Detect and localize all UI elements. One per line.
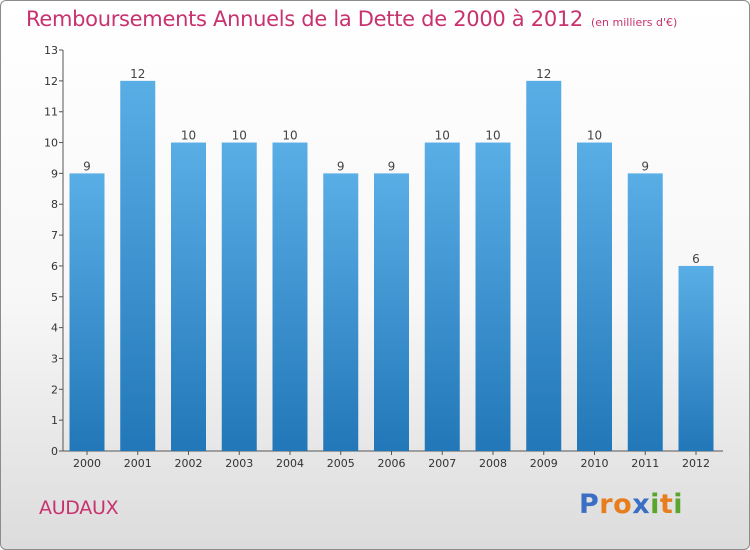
bar bbox=[69, 173, 105, 451]
chart-unit: (en milliers d'€) bbox=[591, 16, 678, 29]
x-tick-label: 2002 bbox=[175, 457, 203, 470]
y-tick-label: 10 bbox=[44, 137, 58, 150]
bar bbox=[272, 142, 308, 452]
bar bbox=[221, 142, 257, 452]
x-tick-label: 2005 bbox=[327, 457, 355, 470]
x-tick-label: 2007 bbox=[428, 457, 456, 470]
bar bbox=[678, 265, 714, 451]
chart-title-wrap: Remboursements Annuels de la Dette de 20… bbox=[26, 7, 677, 31]
logo-letter: t bbox=[659, 489, 674, 520]
data-label: 10 bbox=[282, 129, 297, 143]
x-tick-label: 2012 bbox=[682, 457, 710, 470]
y-tick-label: 3 bbox=[51, 352, 58, 365]
x-tick-label: 2003 bbox=[225, 457, 253, 470]
y-tick-label: 13 bbox=[44, 44, 58, 57]
bar bbox=[577, 142, 612, 452]
data-label: 10 bbox=[587, 129, 602, 143]
y-tick-label: 8 bbox=[51, 198, 58, 211]
proxiti-logo: Proxiti bbox=[579, 489, 683, 520]
x-tick-label: 2000 bbox=[73, 457, 101, 470]
x-tick-label: 2006 bbox=[378, 457, 406, 470]
y-tick-label: 9 bbox=[51, 167, 58, 180]
data-label: 10 bbox=[232, 129, 247, 143]
bar bbox=[120, 80, 156, 451]
data-label: 10 bbox=[435, 129, 450, 143]
bar bbox=[323, 173, 359, 451]
labels: 2000 9 2001 12 2002 10 2003 10 2004 10 2005 9 2006 9 2… bbox=[73, 67, 710, 470]
y-tick-label: 11 bbox=[44, 106, 58, 119]
bar bbox=[171, 142, 206, 452]
bar bbox=[526, 80, 562, 451]
logo-letter: i bbox=[650, 489, 660, 520]
data-label: 6 bbox=[692, 252, 700, 266]
logo-letter: o bbox=[613, 489, 633, 520]
x-tick-label: 2001 bbox=[124, 457, 152, 470]
data-label: 12 bbox=[536, 67, 551, 81]
data-label: 9 bbox=[83, 159, 91, 173]
y-tick-label: 1 bbox=[51, 414, 58, 427]
bar bbox=[424, 142, 460, 452]
x-tick-label: 2011 bbox=[631, 457, 659, 470]
data-label: 10 bbox=[485, 129, 500, 143]
y-tick-label: 2 bbox=[51, 383, 58, 396]
x-tick-label: 2010 bbox=[581, 457, 609, 470]
y-tick-label: 12 bbox=[44, 75, 58, 88]
bar bbox=[627, 173, 663, 451]
x-tick-label: 2008 bbox=[479, 457, 507, 470]
y-tick-label: 0 bbox=[51, 445, 58, 458]
x-tick-label: 2009 bbox=[530, 457, 558, 470]
logo-letter: x bbox=[632, 489, 651, 520]
bar bbox=[475, 142, 511, 452]
x-tick-label: 2004 bbox=[276, 457, 304, 470]
logo-letter: P bbox=[579, 489, 600, 520]
data-label: 9 bbox=[388, 159, 396, 173]
data-label: 10 bbox=[181, 129, 196, 143]
data-label: 9 bbox=[641, 159, 649, 173]
data-label: 12 bbox=[130, 67, 145, 81]
y-tick-label: 6 bbox=[51, 260, 58, 273]
bars bbox=[69, 80, 714, 452]
y-tick-label: 4 bbox=[51, 322, 58, 335]
data-label: 9 bbox=[337, 159, 345, 173]
commune-name: AUDAUX bbox=[39, 497, 119, 519]
bar bbox=[374, 173, 409, 451]
chart-title: Remboursements Annuels de la Dette de 20… bbox=[26, 7, 583, 31]
y-tick-label: 7 bbox=[51, 229, 58, 242]
y-tick-label: 5 bbox=[51, 291, 58, 304]
logo-letter: i bbox=[673, 489, 684, 520]
logo-letter: r bbox=[599, 489, 614, 520]
